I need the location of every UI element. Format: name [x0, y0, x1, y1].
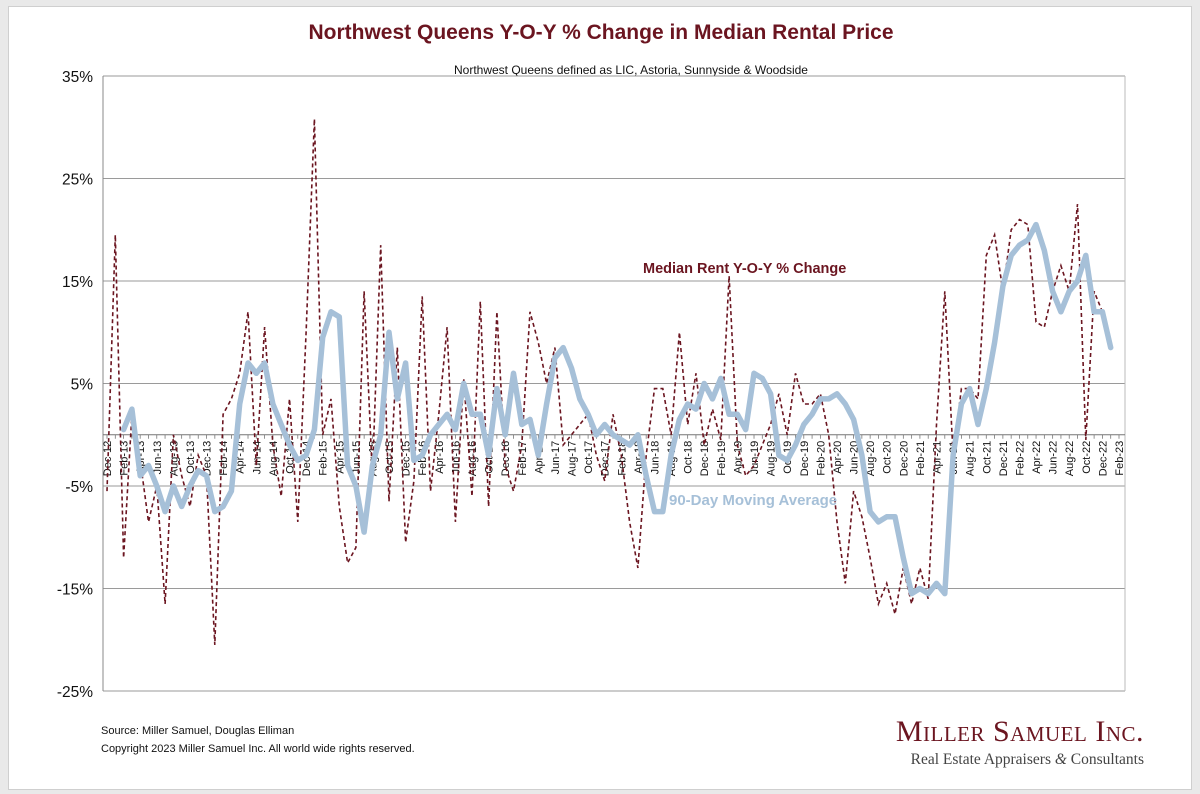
chart-title: Northwest Queens Y-O-Y % Change in Media… — [308, 21, 894, 44]
x-tick-label: Dec-13 — [202, 441, 214, 476]
y-tick-label: 25% — [62, 172, 93, 189]
x-tick-label: Oct-17 — [583, 441, 595, 474]
x-tick-label: Feb-19 — [716, 441, 728, 476]
x-tick-label: Aug-17 — [567, 441, 579, 476]
y-tick-label: 15% — [62, 274, 93, 291]
x-tick-label: Jun-14 — [251, 441, 263, 475]
x-tick-label: Feb-14 — [218, 441, 230, 476]
logo-name: Miller Samuel Inc. — [895, 715, 1144, 748]
x-tick-label: Feb-15 — [318, 441, 330, 476]
x-tick-label: Jun-22 — [1048, 441, 1060, 475]
x-tick-label: Feb-22 — [1014, 441, 1026, 476]
x-tick-label: Aug-22 — [1064, 441, 1076, 476]
x-tick-label: Aug-21 — [965, 441, 977, 476]
x-tick-label: Feb-17 — [517, 441, 529, 476]
x-tick-label: Dec-18 — [699, 441, 711, 476]
x-tick-label: Aug-13 — [168, 441, 180, 476]
y-tick-label: -5% — [65, 479, 93, 496]
x-tick-label: Apr-20 — [832, 441, 844, 474]
series-line-median-rent — [106, 118, 1104, 645]
x-tick-label: Oct-15 — [384, 441, 396, 474]
company-logo: Miller Samuel Inc. Real Estate Appraiser… — [869, 715, 1144, 769]
x-tick-label: Aug-19 — [766, 441, 778, 476]
x-tick-label: Oct-20 — [882, 441, 894, 474]
logo-tagline: Real Estate Appraisers & Consultants — [910, 751, 1144, 768]
x-tick-label: Oct-18 — [683, 441, 695, 474]
x-tick-label: Dec-15 — [401, 441, 413, 476]
x-tick-label: Dec-21 — [998, 441, 1010, 476]
x-tick-label: Aug-14 — [268, 441, 280, 476]
x-tick-label: Dec-20 — [898, 441, 910, 476]
x-tick-label: Jun-19 — [749, 441, 761, 475]
x-tick-label: Dec-22 — [1097, 441, 1109, 476]
x-tick-label: Oct-22 — [1081, 441, 1093, 474]
series-line-moving-average — [120, 221, 1114, 597]
x-tick-label: Dec-12 — [102, 441, 114, 476]
chart-frame: Northwest Queens Y-O-Y % Change in Media… — [8, 6, 1192, 790]
x-tick-label: Dec-16 — [500, 441, 512, 476]
line-chart: 35%25%15%5%-5%-15%-25%Dec-12 Feb-13 Apr-13… — [57, 69, 1126, 701]
x-tick-label: Oct-21 — [981, 441, 993, 474]
x-tick-label: Jun-20 — [849, 441, 861, 475]
x-tick-label: Feb-20 — [815, 441, 827, 476]
x-tick-label: Oct-13 — [185, 441, 197, 474]
y-tick-label: 35% — [62, 69, 93, 86]
x-tick-label: Dec-19 — [799, 441, 811, 476]
copyright-note: Copyright 2023 Miller Samuel Inc. All wo… — [101, 743, 415, 755]
x-tick-label: Apr-19 — [732, 441, 744, 474]
x-tick-label: Feb-23 — [1114, 441, 1126, 476]
chart-subtitle: Northwest Queens defined as LIC, Astoria… — [454, 63, 808, 77]
x-tick-label: Jun-13 — [152, 441, 164, 475]
x-tick-label: Jun-15 — [351, 441, 363, 475]
x-tick-label: Apr-22 — [1031, 441, 1043, 474]
x-tick-label: Apr-21 — [932, 441, 944, 474]
x-tick-label: Apr-16 — [434, 441, 446, 474]
x-tick-label: Apr-15 — [334, 441, 346, 474]
annotation-median-rent: Median Rent Y-O-Y % Change — [643, 261, 846, 277]
y-tick-label: -15% — [57, 582, 93, 599]
x-tick-label: Jun-18 — [649, 441, 661, 475]
annotation-moving-average: 90-Day Moving Average — [669, 492, 837, 509]
source-note: Source: Miller Samuel, Douglas Elliman — [101, 725, 295, 737]
x-tick-label: Aug-20 — [865, 441, 877, 476]
x-tick-label: Jun-17 — [550, 441, 562, 475]
x-tick-label: Feb-21 — [915, 441, 927, 476]
y-tick-label: -25% — [57, 684, 93, 701]
y-tick-label: 5% — [71, 377, 94, 394]
